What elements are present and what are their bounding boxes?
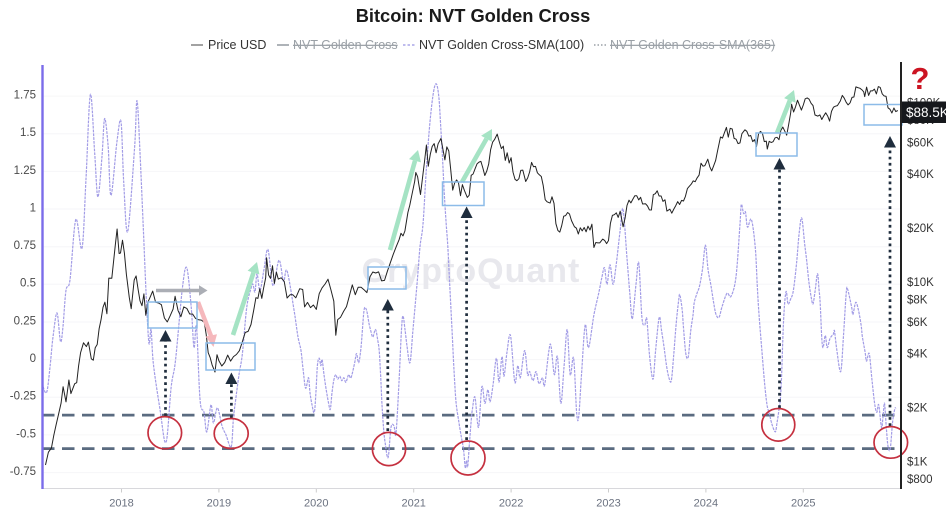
- svg-text:1: 1: [30, 202, 36, 214]
- svg-text:Bitcoin: NVT Golden Cross: Bitcoin: NVT Golden Cross: [356, 5, 591, 26]
- svg-text:2020: 2020: [304, 498, 328, 510]
- svg-text:NVT Golden Cross-SMA(100): NVT Golden Cross-SMA(100): [419, 38, 584, 52]
- svg-text:0.75: 0.75: [14, 240, 36, 252]
- svg-text:2024: 2024: [694, 498, 718, 510]
- svg-text:$2K: $2K: [907, 402, 928, 414]
- svg-text:$6K: $6K: [907, 317, 928, 329]
- svg-text:1.75: 1.75: [14, 90, 36, 102]
- svg-text:2025: 2025: [791, 498, 815, 510]
- svg-text:2018: 2018: [109, 498, 133, 510]
- svg-text:$88.5K: $88.5K: [906, 105, 946, 120]
- svg-text:0: 0: [30, 353, 36, 365]
- svg-text:2021: 2021: [401, 498, 425, 510]
- svg-text:Price USD: Price USD: [208, 38, 266, 52]
- svg-text:$8K: $8K: [907, 294, 928, 306]
- svg-text:$20K: $20K: [907, 223, 934, 235]
- svg-text:NVT Golden Cross-SMA(365): NVT Golden Cross-SMA(365): [610, 38, 775, 52]
- svg-text:CryptoQuant: CryptoQuant: [362, 252, 581, 290]
- svg-text:2023: 2023: [596, 498, 620, 510]
- svg-text:$60K: $60K: [907, 137, 934, 149]
- svg-text:2019: 2019: [207, 498, 231, 510]
- svg-text:$10K: $10K: [907, 277, 934, 289]
- svg-text:1.5: 1.5: [20, 127, 36, 139]
- svg-text:NVT Golden Cross: NVT Golden Cross: [293, 38, 398, 52]
- svg-text:0.25: 0.25: [14, 315, 36, 327]
- svg-text:$1K: $1K: [907, 456, 928, 468]
- svg-text:-0.75: -0.75: [10, 466, 36, 478]
- svg-text:2022: 2022: [499, 498, 523, 510]
- svg-text:?: ?: [911, 61, 930, 96]
- svg-text:0.5: 0.5: [20, 278, 36, 290]
- svg-text:-0.5: -0.5: [16, 428, 36, 440]
- svg-text:1.25: 1.25: [14, 165, 36, 177]
- svg-text:$40K: $40K: [907, 169, 934, 181]
- svg-text:$4K: $4K: [907, 348, 928, 360]
- svg-text:$800: $800: [907, 474, 933, 486]
- svg-text:-0.25: -0.25: [10, 391, 36, 403]
